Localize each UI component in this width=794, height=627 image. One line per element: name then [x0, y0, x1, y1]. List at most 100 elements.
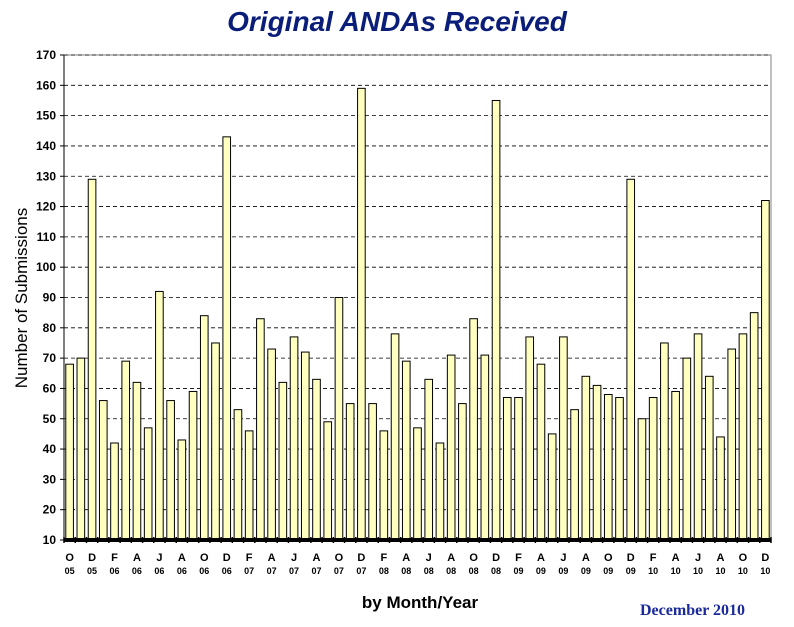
x-tick-label-month: F [515, 552, 522, 564]
x-tick-label-month: J [560, 552, 566, 564]
x-tick-label-month: D [492, 552, 500, 564]
bar [188, 390, 198, 541]
bar [65, 363, 74, 541]
bar [704, 375, 714, 541]
bar [222, 136, 232, 541]
y-tick-label: 40 [43, 442, 57, 456]
x-tick-label-year: 06 [154, 566, 164, 576]
bar [727, 348, 737, 541]
x-tick-label-month: F [111, 552, 118, 564]
bar [289, 336, 299, 541]
x-tick-label-year: 06 [109, 566, 119, 576]
bar [671, 390, 680, 541]
x-tick-label-month: A [402, 552, 410, 564]
x-tick-label-year: 10 [715, 566, 725, 576]
x-tick-label-month: A [178, 552, 186, 564]
x-tick-label-month: A [717, 552, 725, 564]
bar [637, 418, 647, 541]
y-tick-label: 170 [36, 48, 56, 62]
x-tick-label-year: 08 [424, 566, 434, 576]
y-tick-label: 30 [43, 472, 57, 486]
x-tick-label-year: 08 [491, 566, 501, 576]
bar [334, 297, 344, 541]
bar [615, 397, 624, 541]
bar [536, 363, 546, 541]
y-tick-label: 100 [36, 260, 56, 274]
x-tick-label-year: 10 [760, 566, 770, 576]
bar [166, 400, 175, 541]
bar [76, 357, 86, 541]
bar [368, 403, 377, 541]
bar [177, 439, 187, 541]
x-tick-label-month: O [469, 552, 478, 564]
x-tick-label-year: 10 [693, 566, 703, 576]
x-tick-label-month: A [672, 552, 680, 564]
bar [267, 348, 276, 541]
bar [603, 394, 613, 541]
bar [199, 315, 209, 541]
bar [244, 430, 254, 541]
chart-title: Original ANDAs Received [227, 6, 567, 37]
x-tick-label-year: 08 [379, 566, 389, 576]
x-tick-label-month: A [133, 552, 141, 564]
bar [256, 318, 265, 541]
y-tick-label: 120 [36, 200, 56, 214]
bar [424, 378, 434, 541]
x-tick-label-year: 10 [738, 566, 748, 576]
x-tick-label-year: 10 [671, 566, 681, 576]
bar [413, 427, 422, 541]
bar [693, 333, 703, 541]
bar [592, 384, 602, 541]
bar [738, 333, 748, 541]
bar [345, 403, 355, 541]
x-tick-label-year: 07 [356, 566, 366, 576]
bar [480, 354, 490, 541]
x-tick-label-year: 06 [222, 566, 232, 576]
y-tick-label: 160 [36, 78, 56, 92]
bar [87, 178, 97, 541]
x-tick-label-month: O [200, 552, 209, 564]
x-tick-label-year: 07 [289, 566, 299, 576]
bar [312, 378, 321, 541]
bar [278, 381, 288, 541]
x-tick-label-year: 09 [603, 566, 613, 576]
x-tick-label-month: A [537, 552, 545, 564]
x-tick-label-year: 07 [267, 566, 277, 576]
x-axis-title: by Month/Year [361, 593, 479, 612]
x-tick-label-year: 06 [177, 566, 187, 576]
x-tick-label-month: F [380, 552, 387, 564]
bar [98, 400, 108, 541]
x-tick-label-year: 05 [87, 566, 97, 576]
x-tick-label-month: D [357, 552, 365, 564]
bar [547, 433, 557, 541]
y-tick-label: 130 [36, 169, 56, 183]
x-tick-label-month: D [88, 552, 96, 564]
x-tick-label-month: O [335, 552, 344, 564]
x-tick-label-month: D [761, 552, 769, 564]
bar [446, 354, 456, 541]
y-tick-label: 60 [43, 381, 57, 395]
bar [626, 178, 636, 541]
bar [570, 409, 579, 541]
y-tick-label: 20 [43, 503, 57, 517]
bar [323, 421, 333, 541]
y-tick-label: 90 [43, 291, 57, 305]
bar [211, 342, 220, 541]
bar [682, 357, 692, 541]
x-tick-label-year: 09 [581, 566, 591, 576]
x-tick-label-year: 07 [311, 566, 321, 576]
bar [155, 290, 164, 541]
x-tick-label-year: 07 [244, 566, 254, 576]
y-tick-label: 50 [43, 412, 57, 426]
y-tick-label: 10 [43, 533, 57, 547]
bar [716, 436, 725, 541]
bar [132, 381, 142, 541]
bar [648, 397, 658, 541]
x-tick-label-month: F [650, 552, 657, 564]
bar [121, 360, 131, 541]
bar [525, 336, 535, 541]
bar [379, 430, 389, 541]
x-tick-label-year: 06 [199, 566, 209, 576]
y-tick-label: 150 [36, 109, 56, 123]
x-tick-label-year: 08 [401, 566, 411, 576]
